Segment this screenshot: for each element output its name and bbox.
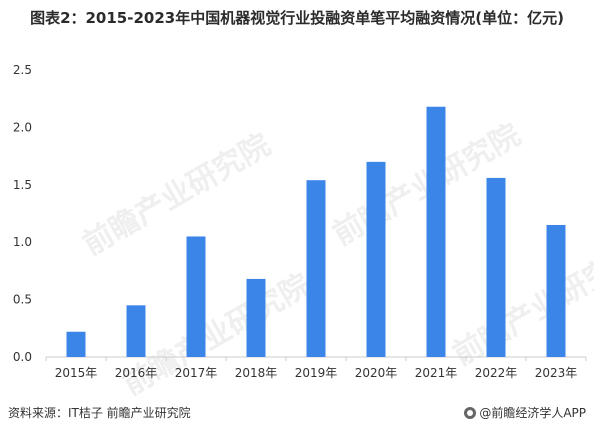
y-tick-label-5: 2.5: [13, 63, 32, 77]
x-tick-label-4: 2019年: [295, 366, 338, 380]
x-tick-label-2: 2017年: [175, 366, 218, 380]
x-tick-label-6: 2021年: [415, 366, 458, 380]
bar-chart: 0.0 0.5 1.0 1.5 2.0 2.5 2015年 2016年 2017年 2018年 20…: [13, 63, 587, 380]
x-tick-label-1: 2016年: [115, 366, 158, 380]
y-tick-label-4: 2.0: [13, 120, 32, 134]
bar-2016年: [126, 305, 146, 357]
bar-2017年: [186, 236, 206, 357]
bar-2019年: [306, 180, 326, 357]
bar-2022年: [486, 177, 506, 357]
brand-logo-icon: [464, 406, 477, 419]
x-tick-label-0: 2015年: [55, 366, 98, 380]
bar-2018年: [246, 278, 266, 357]
x-tick-label-7: 2022年: [475, 366, 518, 380]
bar-2023年: [546, 224, 566, 357]
y-tick-label-0: 0.0: [13, 350, 32, 364]
bar-2015年: [66, 331, 86, 357]
bar-2020年: [366, 161, 386, 357]
brand-text: @前瞻经济学人APP: [479, 406, 586, 420]
y-tick-label-2: 1.0: [13, 235, 32, 249]
brand: @前瞻经济学人APP: [464, 404, 586, 421]
chart-title: 图表2：2015-2023年中国机器视觉行业投融资单笔平均融资情况(单位：亿元): [30, 9, 564, 27]
source-text: 资料来源：IT桔子 前瞻产业研究院: [8, 406, 191, 420]
footer: 资料来源：IT桔子 前瞻产业研究院 @前瞻经济学人APP: [8, 404, 586, 422]
x-tick-label-3: 2018年: [235, 366, 278, 380]
x-tick-label-5: 2020年: [355, 366, 398, 380]
y-tick-label-3: 1.5: [13, 178, 32, 192]
bar-2021年: [426, 106, 446, 358]
x-tick-label-8: 2023年: [535, 366, 578, 380]
y-tick-label-1: 0.5: [13, 293, 32, 307]
